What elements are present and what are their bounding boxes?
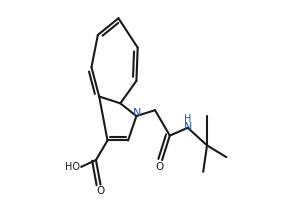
- Text: O: O: [96, 186, 105, 196]
- Text: N: N: [133, 108, 142, 118]
- Text: H: H: [184, 114, 191, 124]
- Text: N: N: [184, 122, 192, 132]
- Text: O: O: [156, 162, 164, 172]
- Text: HO: HO: [65, 162, 80, 172]
